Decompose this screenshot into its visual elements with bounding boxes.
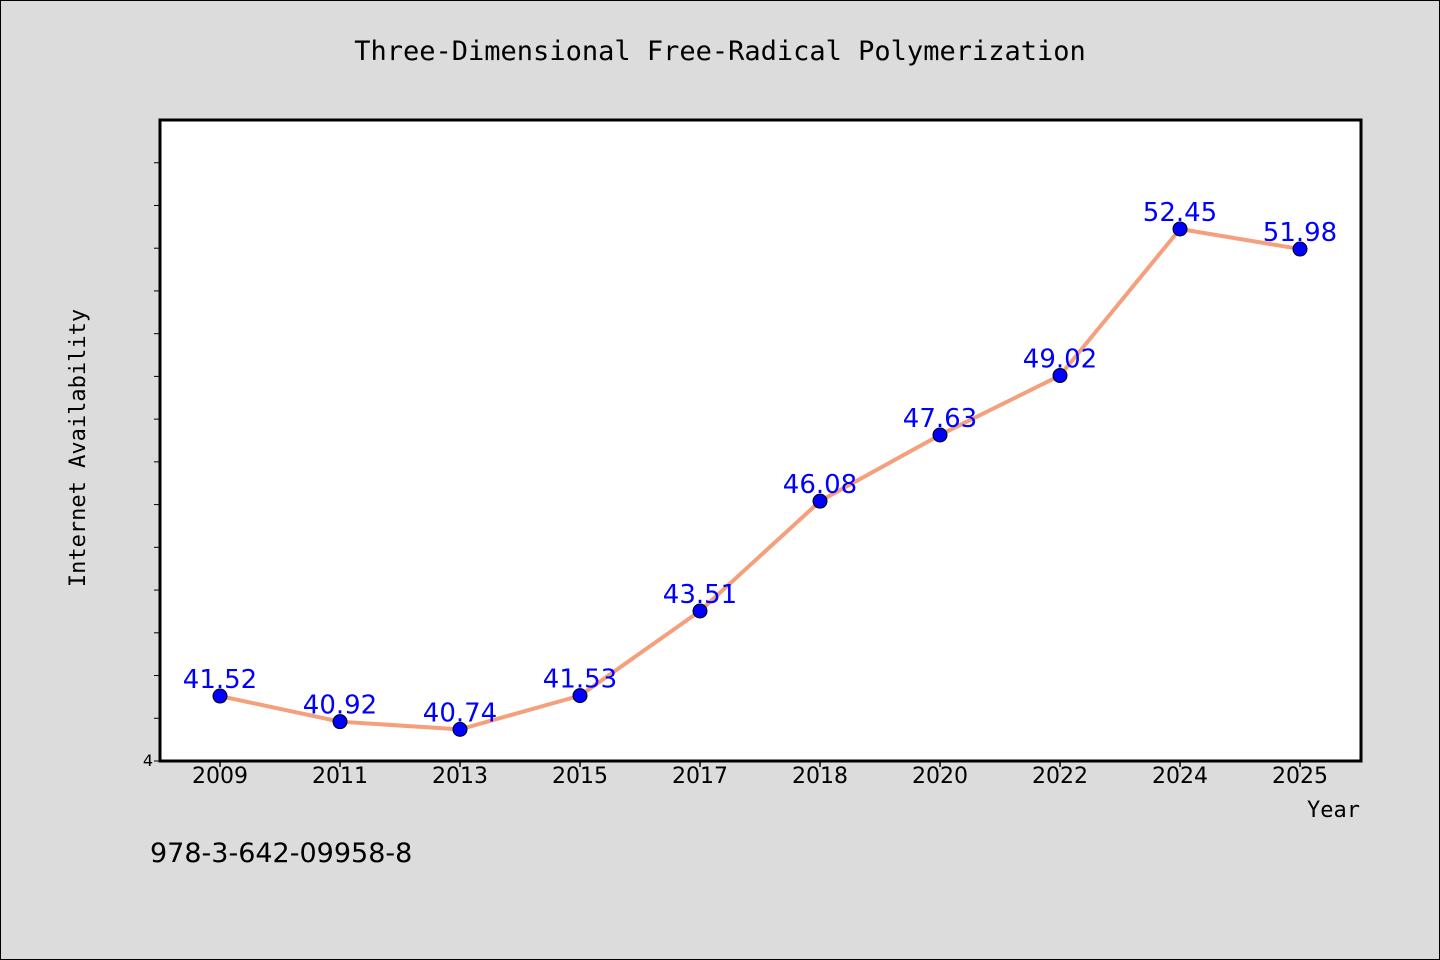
y-axis-label: Internet Availability	[66, 309, 91, 587]
plot-area	[158, 118, 1363, 763]
data-label: 52.45	[1143, 198, 1217, 228]
data-point	[212, 688, 228, 704]
series-line	[218, 226, 1302, 732]
data-label: 43.51	[663, 580, 737, 610]
data-label: 49.02	[1023, 345, 1097, 375]
data-markers	[212, 221, 1308, 737]
x-axis-ticks: 2009 2011 2013 2015 2017 2018 2020 2022 2024 2025	[192, 761, 1328, 789]
x-tick-label: 2017	[672, 764, 728, 789]
data-point	[452, 721, 468, 737]
data-label: 47.63	[903, 404, 977, 434]
data-point	[932, 427, 948, 443]
y-tick-label: 4	[143, 751, 153, 770]
data-point	[1292, 241, 1308, 257]
x-tick-label: 2015	[552, 764, 608, 789]
data-point	[1052, 368, 1068, 384]
footnote-isbn: 978-3-642-09958-8	[150, 838, 412, 869]
data-labels: 41.52 40.92 40.74 41.53 43.51 46.08 47.63 49.02…	[183, 198, 1337, 728]
data-point	[812, 493, 828, 509]
y-axis-ticks	[154, 162, 160, 762]
x-tick-label: 2013	[432, 764, 488, 789]
data-label: 41.52	[183, 665, 257, 695]
data-point	[332, 714, 348, 730]
x-tick-label: 2018	[792, 764, 848, 789]
x-axis-label: Year	[1307, 798, 1360, 823]
data-label: 40.74	[423, 698, 497, 728]
data-point	[572, 688, 588, 704]
data-label: 51.98	[1263, 218, 1337, 248]
x-tick-label: 2009	[192, 764, 248, 789]
chart-title: Three-Dimensional Free-Radical Polymeriz…	[354, 36, 1086, 67]
x-tick-label: 2025	[1272, 764, 1328, 789]
x-tick-label: 2022	[1032, 764, 1088, 789]
x-tick-label: 2020	[912, 764, 968, 789]
data-label: 40.92	[303, 691, 377, 721]
data-point	[1172, 221, 1188, 237]
data-label: 46.08	[783, 470, 857, 500]
x-tick-label: 2011	[312, 764, 368, 789]
data-label: 41.53	[543, 665, 617, 695]
x-tick-label: 2024	[1152, 764, 1208, 789]
data-point	[692, 603, 708, 619]
